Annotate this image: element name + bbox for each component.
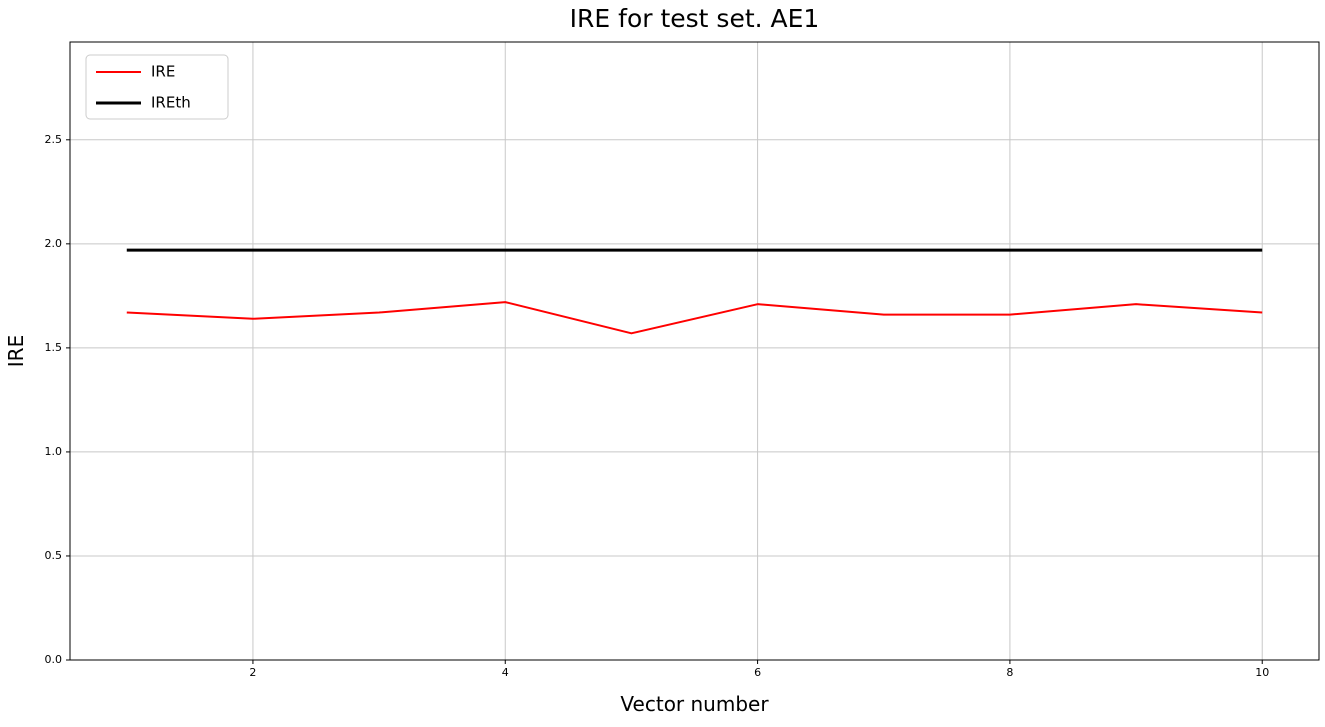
y-tick-label: 1.0	[45, 445, 63, 458]
y-tick-label: 2.5	[45, 133, 63, 146]
series-line-ire	[126, 301, 1263, 335]
y-tick-label: 1.5	[45, 341, 63, 354]
y-tick-label: 2.0	[45, 237, 63, 250]
x-tick-label: 10	[1255, 666, 1269, 679]
chart-title: IRE for test set. AE1	[569, 4, 820, 33]
legend-label-ire: IRE	[151, 63, 175, 81]
y-tick-label: 0.0	[45, 653, 63, 666]
y-tick-label: 0.5	[45, 549, 63, 562]
x-tick-label: 8	[1006, 666, 1013, 679]
x-tick-label: 2	[249, 666, 256, 679]
x-axis-label: Vector number	[620, 692, 769, 716]
legend-label-ireth: IREth	[151, 94, 191, 112]
axis-frame	[69, 41, 1320, 661]
x-tick-label: 6	[754, 666, 761, 679]
x-tick-label: 4	[502, 666, 509, 679]
